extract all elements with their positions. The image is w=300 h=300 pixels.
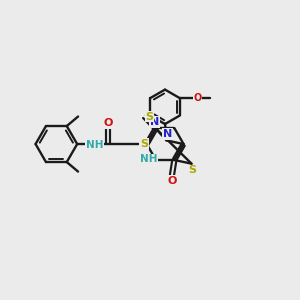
- Text: NH: NH: [86, 140, 103, 150]
- Text: O: O: [103, 118, 113, 128]
- Text: O: O: [167, 176, 177, 186]
- Text: NH: NH: [140, 154, 157, 164]
- Text: S: S: [189, 165, 197, 175]
- Text: O: O: [194, 93, 202, 103]
- Text: S: S: [140, 139, 148, 149]
- Text: S: S: [146, 112, 154, 122]
- Text: N: N: [163, 129, 172, 139]
- Text: N: N: [150, 117, 159, 127]
